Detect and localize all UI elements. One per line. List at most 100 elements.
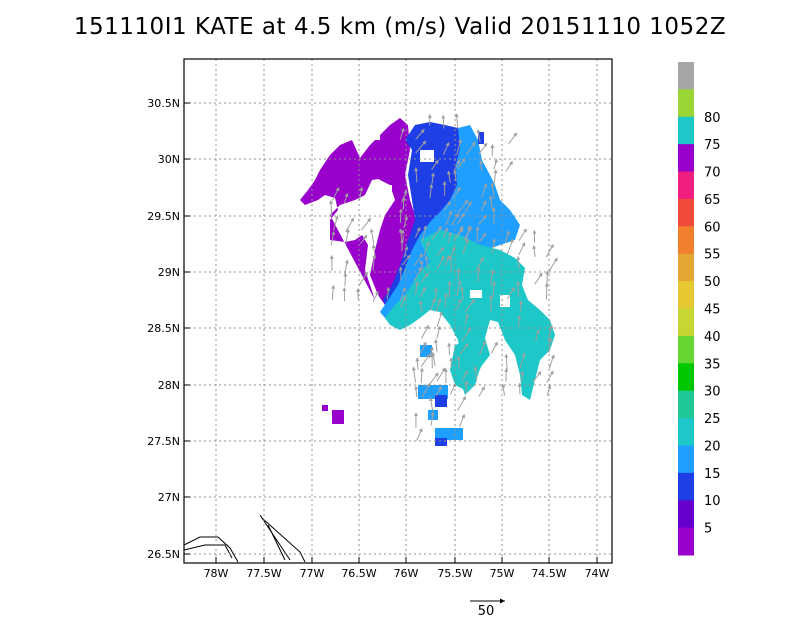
- wind-vector: [478, 214, 487, 225]
- wind-vector: [333, 215, 339, 231]
- colorbar-segment: [678, 500, 694, 529]
- colorbar-segment: [678, 335, 694, 364]
- data-gap: [500, 295, 510, 307]
- wind-vector: [477, 142, 488, 155]
- wind-vector: [464, 379, 469, 395]
- wind-vector: [420, 324, 430, 339]
- colorbar-segment: [678, 171, 694, 200]
- wind-vector: [369, 228, 375, 245]
- chart-title: 151110I1 KATE at 4.5 km (m/s) Valid 2015…: [73, 14, 727, 40]
- wind-vector: [443, 201, 452, 211]
- colorbar-label: 40: [704, 330, 721, 345]
- wind-vector: [372, 290, 379, 302]
- wind-vector: [431, 159, 439, 170]
- data-gap: [420, 150, 434, 162]
- coastline: [183, 514, 306, 563]
- plot-frame: [183, 58, 613, 564]
- reference-vector-label: 50: [478, 604, 495, 618]
- longitude-label: 77.5W: [246, 567, 281, 580]
- wind-vector: [545, 270, 550, 286]
- wind-vector: [419, 367, 424, 384]
- wind-vector: [531, 371, 542, 383]
- wind-vector: [436, 311, 443, 327]
- latitude-label: 30N: [158, 153, 180, 166]
- wind-vector: [517, 314, 522, 327]
- wind-vector: [414, 281, 419, 296]
- wind-region-purple: [300, 118, 418, 310]
- longitude-label: 76W: [394, 567, 419, 580]
- wind-vector: [416, 427, 423, 441]
- colorbar-segment: [678, 363, 694, 392]
- wind-vector: [420, 272, 429, 283]
- longitude-labels: 78W 77.5W 77W 76.5W 76W 75.5W 75W 74.5W 74W: [204, 557, 610, 580]
- wind-vector: [436, 246, 445, 257]
- wind-vector: [501, 383, 506, 396]
- wind-vector: [462, 238, 469, 255]
- wind-vector: [434, 338, 439, 353]
- grid-lines: [184, 59, 612, 563]
- wind-vector: [454, 113, 459, 129]
- wind-vector: [490, 341, 498, 354]
- longitude-label: 78W: [204, 567, 229, 580]
- longitude-label: 76.5W: [341, 567, 376, 580]
- wind-vector: [493, 158, 498, 170]
- longitude-label: 74.5W: [531, 567, 566, 580]
- wind-vector: [403, 245, 409, 258]
- wind-vector: [435, 385, 442, 397]
- colorbar-label: 50: [704, 275, 721, 290]
- wind-vector: [518, 300, 523, 312]
- wind-vector: [476, 128, 481, 143]
- data-gap: [348, 210, 356, 218]
- colorbar-label: 75: [704, 138, 721, 153]
- wind-vector: [413, 266, 422, 282]
- wind-vector: [457, 395, 466, 411]
- colorbar-segment: [678, 144, 694, 173]
- wind-vector: [372, 254, 377, 271]
- colorbar-segment: [678, 308, 694, 337]
- wind-vector: [508, 132, 518, 145]
- data-gap: [470, 290, 482, 298]
- wind-vector: [400, 286, 406, 302]
- wind-vector: [445, 210, 453, 226]
- wind-vector: [520, 370, 525, 383]
- wind-vector: [548, 354, 555, 369]
- colorbar-label: 15: [704, 467, 721, 482]
- wind-region-lightblue: [380, 125, 520, 318]
- wind-vector: [436, 255, 445, 270]
- wind-vector: [479, 340, 486, 355]
- wind-vector: [444, 255, 450, 267]
- wind-blob: [478, 132, 484, 144]
- wind-vector: [446, 170, 451, 183]
- colorbar-segment: [678, 390, 694, 419]
- wind-vector: [423, 241, 430, 257]
- wind-vector: [400, 229, 405, 241]
- colorbar-segment: [678, 89, 694, 118]
- wind-vector: [429, 372, 439, 385]
- wind-vector: [421, 382, 430, 398]
- wind-vector: [414, 167, 419, 183]
- wind-vector: [422, 225, 428, 242]
- wind-vector: [461, 327, 472, 342]
- colorbar-label: 80: [704, 111, 721, 126]
- colorbar-label: 5: [704, 522, 712, 537]
- wind-vector: [490, 269, 495, 285]
- latitude-label: 30.5N: [147, 97, 180, 110]
- wind-vector: [518, 242, 526, 256]
- wind-region-teal: [385, 230, 555, 400]
- wind-vector: [465, 141, 476, 155]
- wind-vector: [457, 212, 465, 225]
- wind-vector: [478, 232, 487, 243]
- wind-vector: [420, 353, 431, 367]
- colorbar-label: 10: [704, 494, 721, 509]
- latitude-label: 26.5N: [147, 548, 180, 561]
- wind-vector: [343, 272, 348, 287]
- wind-vector: [431, 351, 436, 367]
- wind-vector: [419, 259, 424, 271]
- wind-vectors: [329, 113, 558, 441]
- wind-vector: [504, 230, 511, 243]
- colorbar-segment: [678, 418, 694, 446]
- wind-vector: [518, 228, 527, 241]
- wind-vector: [516, 255, 521, 269]
- wind-vector: [457, 199, 469, 213]
